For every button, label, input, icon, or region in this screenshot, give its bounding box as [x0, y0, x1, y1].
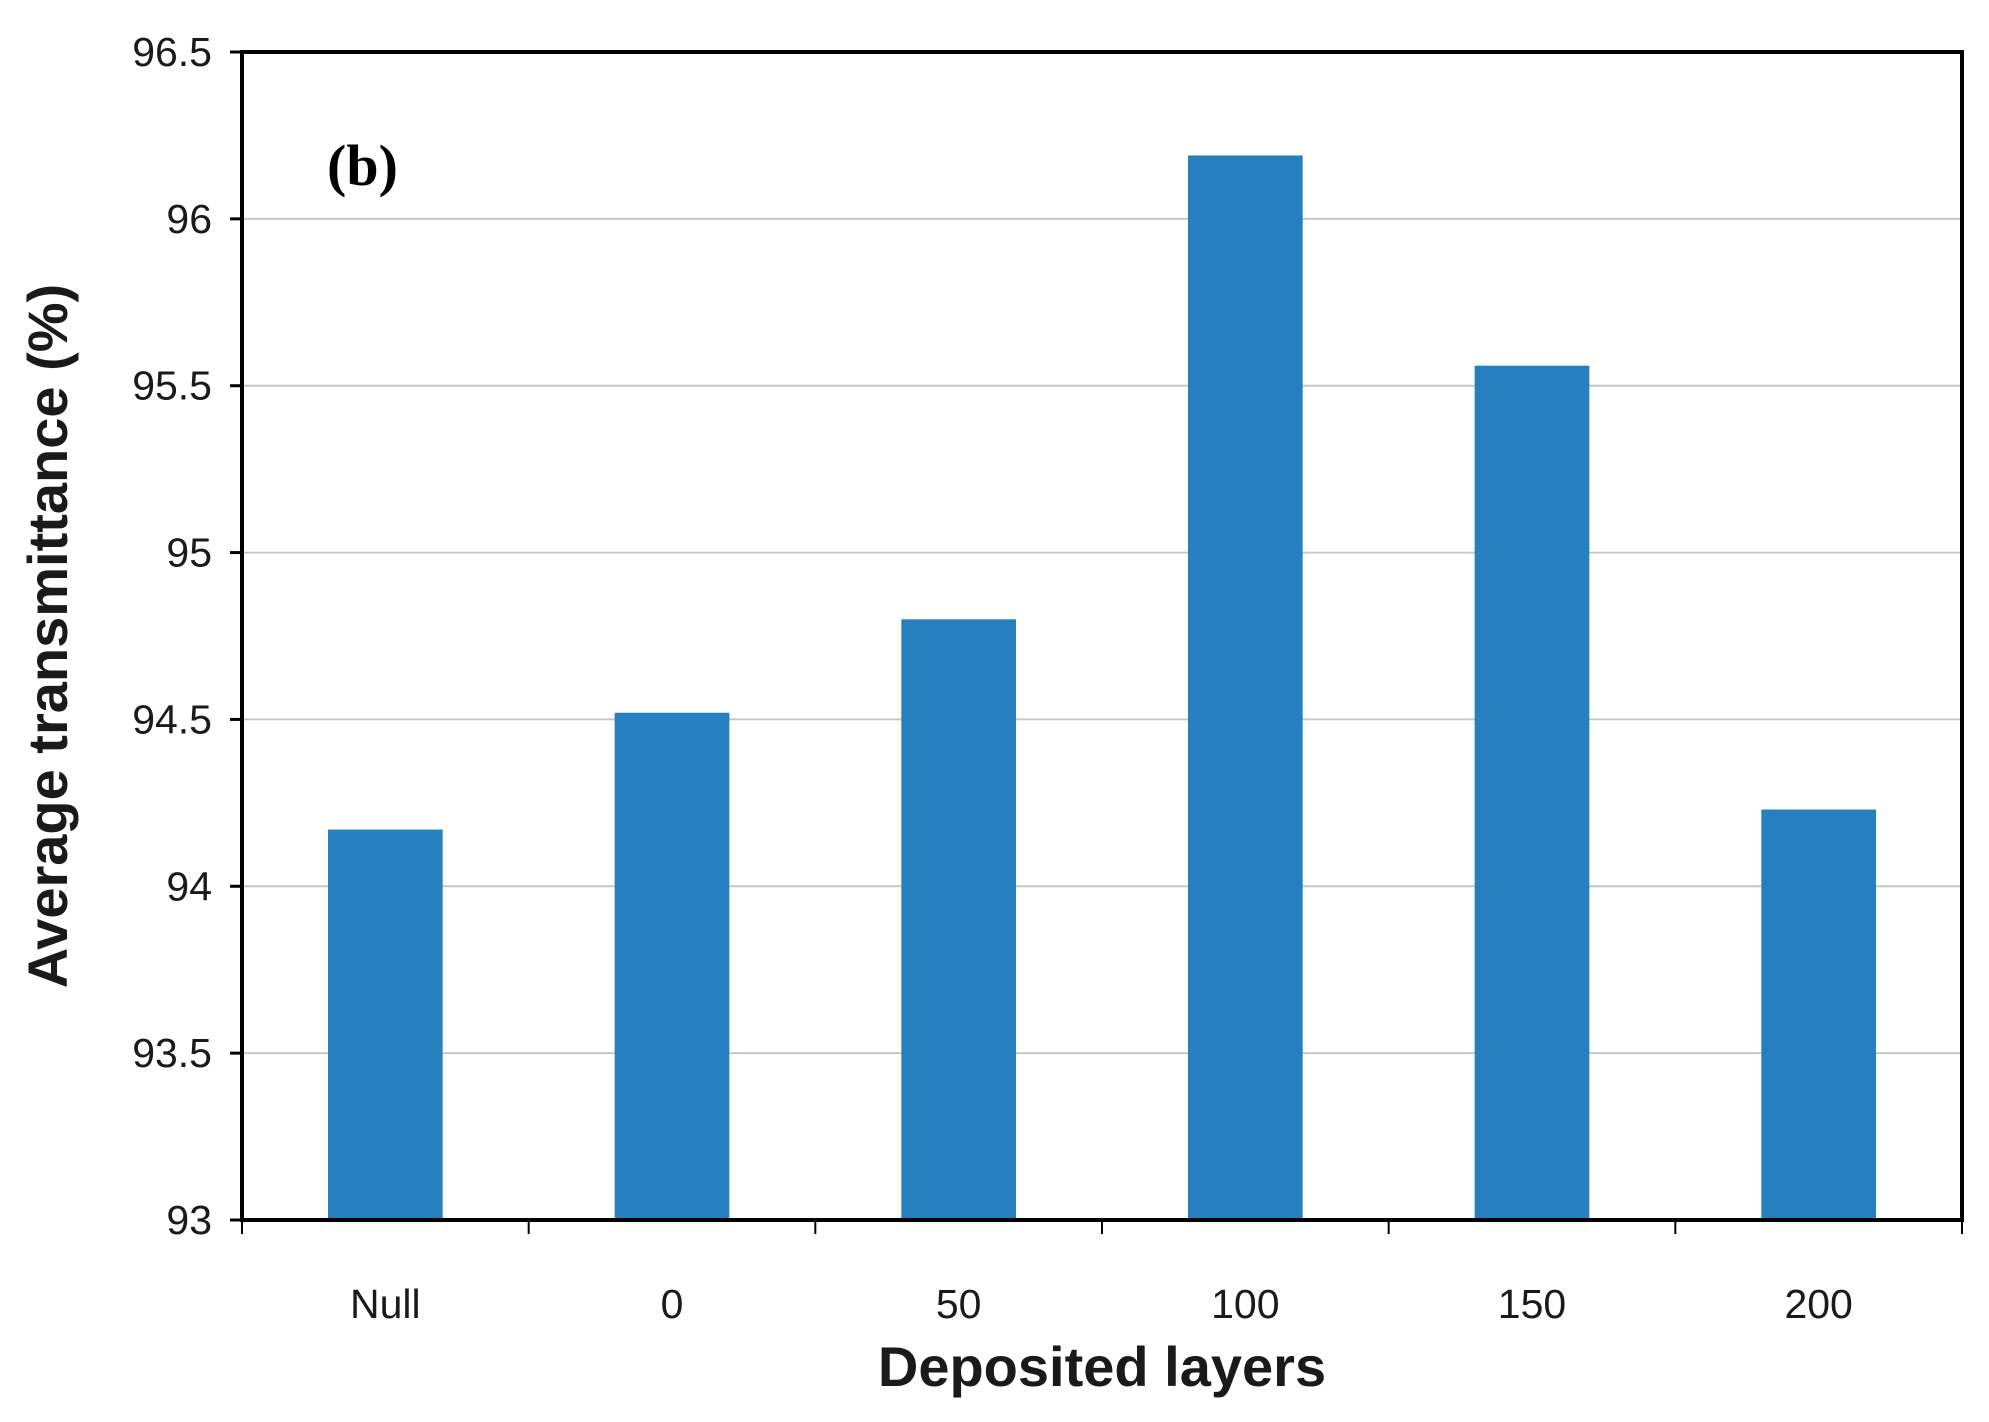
x-tick-label: 200 [1784, 1281, 1852, 1327]
bar-100 [1188, 155, 1303, 1221]
y-tick-label: 94 [166, 863, 212, 909]
x-tick-label: 0 [661, 1281, 684, 1327]
plot-frame [240, 50, 1964, 1222]
panel-label: (b) [327, 133, 398, 198]
y-tick-label: 93.5 [132, 1030, 212, 1076]
x-tick-label: Null [350, 1281, 421, 1327]
y-tick-label: 96.5 [132, 29, 212, 75]
gridlines [242, 217, 1962, 1055]
y-tick-label: 95.5 [132, 363, 212, 409]
bar-150 [1474, 365, 1590, 1221]
bar-0 [614, 712, 730, 1220]
bar-null [328, 829, 443, 1220]
bars [328, 155, 1876, 1221]
y-tick-label: 95 [166, 530, 212, 576]
y-axis-tick-labels: 93 93.5 94 94.5 95 95.5 96 96.5 [132, 29, 242, 1243]
bar-200 [1761, 809, 1876, 1220]
x-tick-label: 50 [936, 1281, 982, 1327]
y-tick-label: 96 [166, 196, 212, 242]
y-axis-title: Average transmittance (%) [16, 284, 79, 988]
y-tick-label: 94.5 [132, 696, 212, 742]
x-axis-tick-labels: Null 0 50 100 150 200 [350, 1281, 1853, 1327]
y-tick-label: 93 [166, 1197, 212, 1243]
x-tick-label: 150 [1498, 1281, 1566, 1327]
x-tick-label: 100 [1211, 1281, 1279, 1327]
bar-50 [901, 619, 1016, 1220]
x-axis-title: Deposited layers [878, 1335, 1326, 1398]
x-axis [241, 1218, 1963, 1234]
